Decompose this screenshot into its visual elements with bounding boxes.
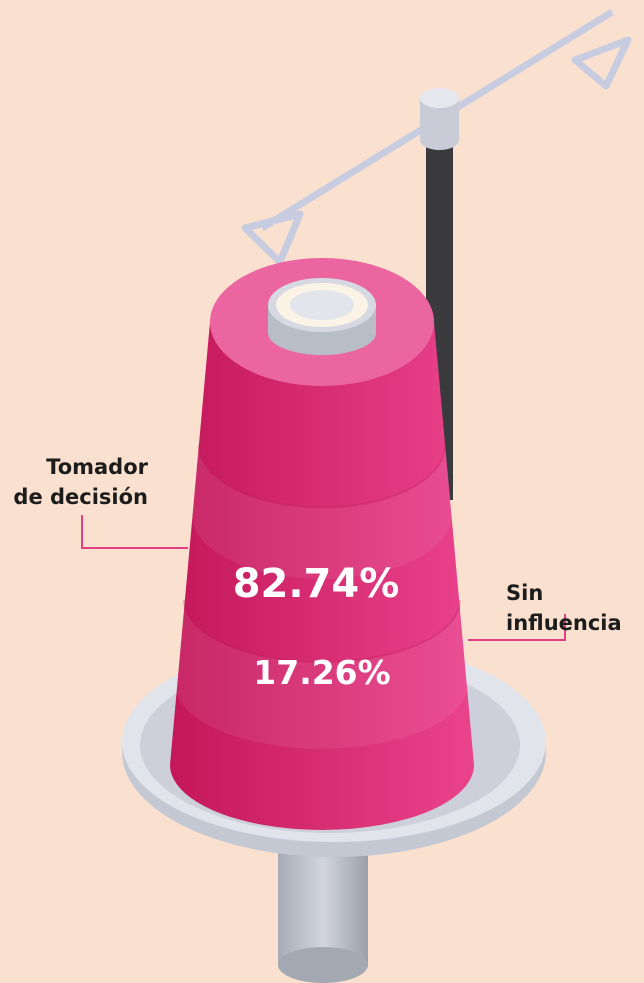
spool-core-hole <box>290 290 354 320</box>
percentage: 17.26% <box>253 653 390 692</box>
page: Tomador de decisión Sin influencia 82.74… <box>0 0 644 983</box>
pole-cap-bottom <box>420 130 459 150</box>
label-line: Tomador <box>46 455 148 479</box>
percentage: 82.74% <box>233 561 400 607</box>
label-line: influencia <box>506 611 622 635</box>
post-bottom <box>278 947 368 983</box>
label-line: de decisión <box>13 485 148 509</box>
post <box>278 840 368 965</box>
infographic: Tomador de decisión Sin influencia 82.74… <box>0 0 644 983</box>
pole-cap-top <box>420 88 459 108</box>
label-line: Sin <box>506 581 543 605</box>
